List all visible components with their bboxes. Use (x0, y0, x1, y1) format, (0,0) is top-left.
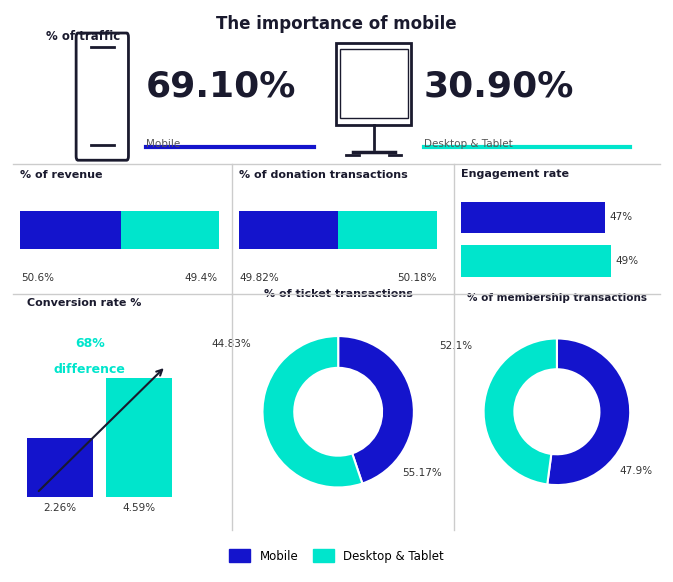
Text: 52.1%: 52.1% (439, 342, 472, 352)
Text: Mobile: Mobile (146, 139, 180, 150)
Bar (106, 378, 172, 497)
Text: 55.17%: 55.17% (402, 468, 442, 478)
Text: % of revenue: % of revenue (20, 171, 103, 180)
Wedge shape (547, 339, 630, 485)
Bar (338, 211, 437, 249)
Text: 68%: 68% (75, 336, 104, 350)
Text: % of traffic: % of traffic (46, 30, 120, 43)
Text: difference: difference (54, 363, 126, 375)
Bar (336, 42, 411, 125)
Text: The importance of mobile: The importance of mobile (216, 15, 457, 33)
Text: 49%: 49% (615, 256, 639, 266)
Bar (27, 438, 93, 497)
Text: Desktop & Tablet: Desktop & Tablet (424, 139, 512, 150)
Text: 4.59%: 4.59% (122, 503, 156, 513)
Text: 50.18%: 50.18% (397, 274, 437, 283)
Text: % of membership transactions: % of membership transactions (467, 293, 647, 303)
Text: 50.6%: 50.6% (21, 274, 55, 283)
Text: Engagement rate: Engagement rate (461, 169, 569, 179)
Bar (120, 211, 219, 249)
Bar (461, 202, 604, 233)
Text: 69.10%: 69.10% (146, 70, 296, 104)
Text: Conversion rate %: Conversion rate % (27, 298, 141, 308)
Text: 47.9%: 47.9% (619, 466, 652, 476)
Bar (20, 211, 120, 249)
Text: 49.4%: 49.4% (184, 274, 218, 283)
Bar (340, 49, 408, 118)
Text: 49.82%: 49.82% (240, 274, 280, 283)
Text: 2.26%: 2.26% (43, 503, 77, 513)
Text: 30.90%: 30.90% (424, 70, 574, 104)
Text: % of ticket transactions: % of ticket transactions (264, 289, 413, 299)
Bar (461, 246, 610, 276)
Wedge shape (338, 336, 414, 484)
Wedge shape (484, 339, 557, 484)
Bar (239, 211, 338, 249)
Text: 47%: 47% (609, 212, 632, 222)
Text: 44.83%: 44.83% (211, 339, 251, 349)
Wedge shape (262, 336, 362, 488)
Legend: Mobile, Desktop & Tablet: Mobile, Desktop & Tablet (224, 544, 449, 567)
Text: % of donation transactions: % of donation transactions (239, 171, 408, 180)
